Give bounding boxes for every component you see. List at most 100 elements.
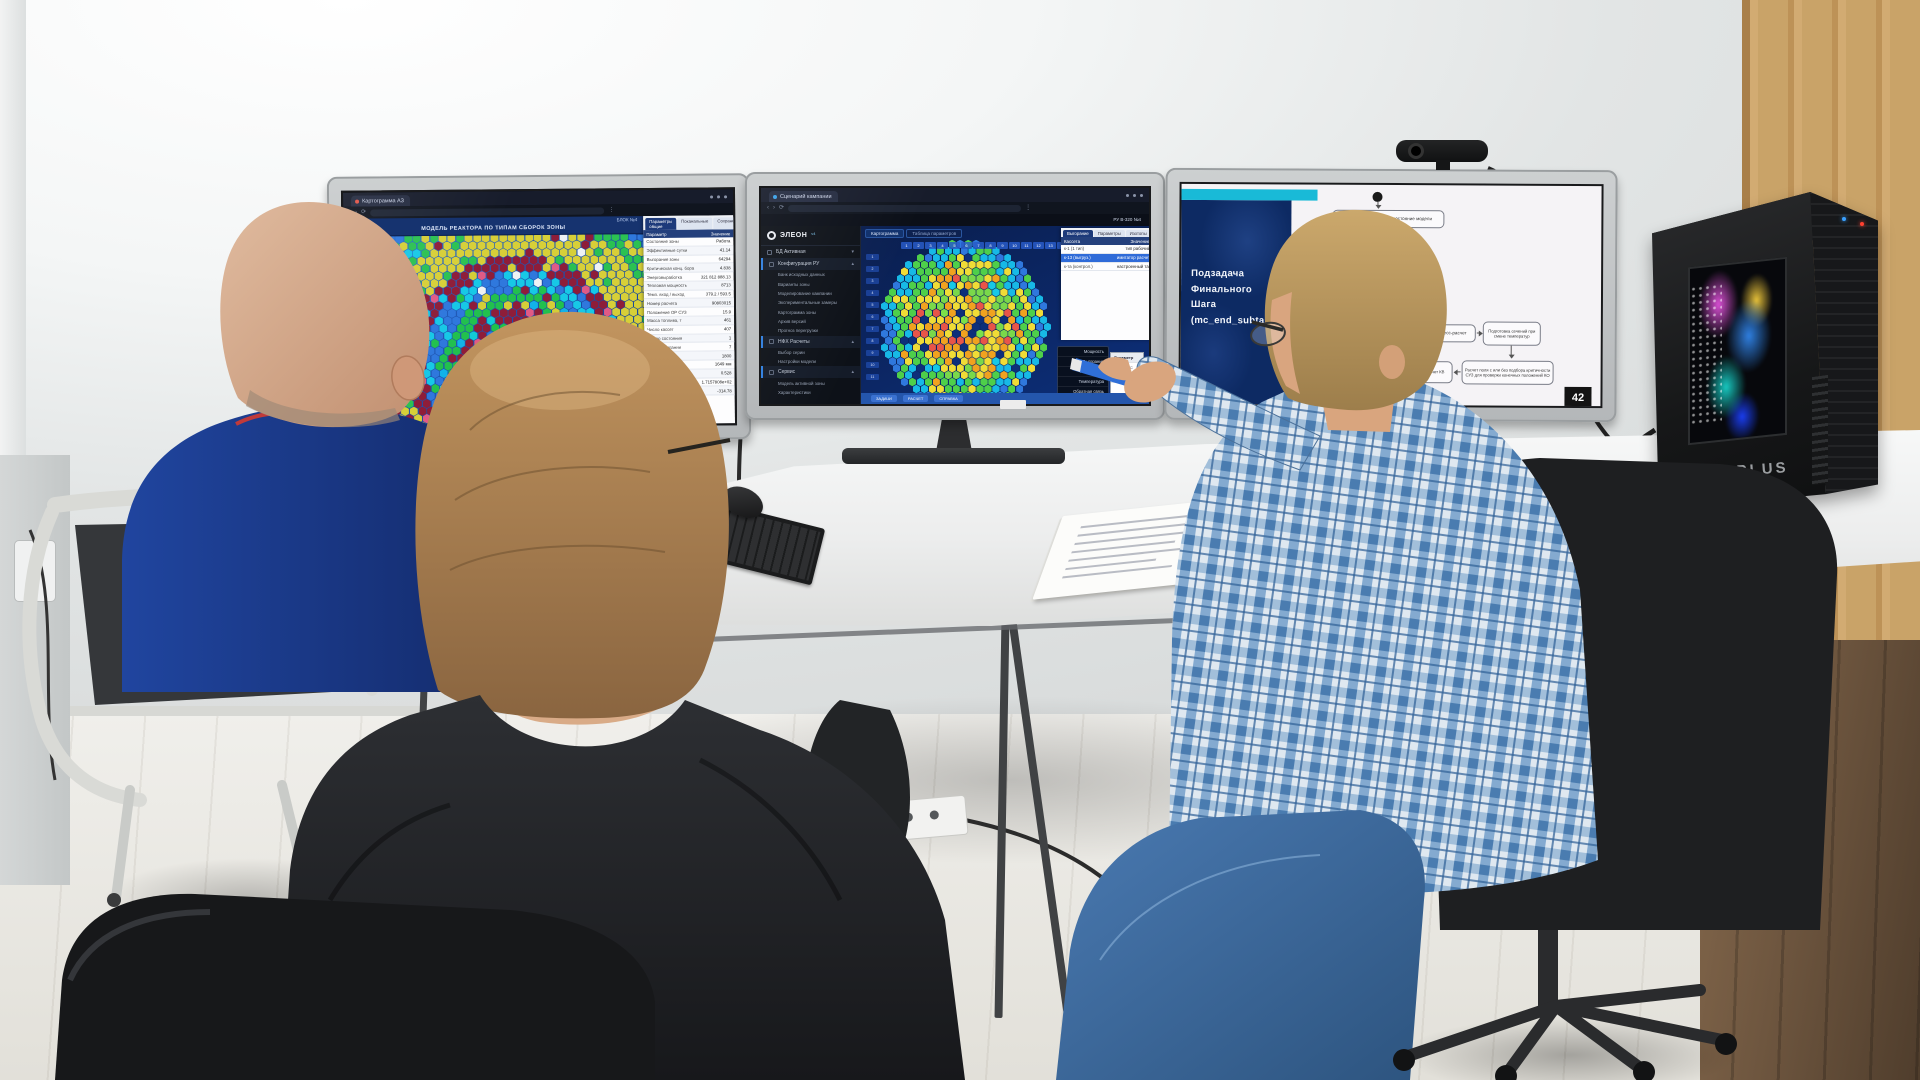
fuel-assembly-cell[interactable] <box>556 330 564 339</box>
fuel-assembly-cell[interactable] <box>940 295 948 304</box>
fuel-assembly-cell[interactable] <box>1000 370 1008 380</box>
fuel-assembly-cell[interactable] <box>478 241 486 250</box>
fuel-assembly-cell[interactable] <box>928 384 936 394</box>
fuel-assembly-cell[interactable] <box>344 295 352 304</box>
fuel-assembly-cell[interactable] <box>1012 295 1020 304</box>
fuel-assembly-cell[interactable] <box>578 368 586 377</box>
fuel-assembly-cell[interactable] <box>612 277 620 286</box>
fuel-assembly-cell[interactable] <box>539 345 547 354</box>
fuel-assembly-cell[interactable] <box>960 246 968 256</box>
fuel-assembly-cell[interactable] <box>344 355 352 364</box>
fuel-assembly-cell[interactable] <box>379 384 387 393</box>
fuel-assembly-cell[interactable] <box>992 357 1000 366</box>
fuel-assembly-cell[interactable] <box>988 253 996 263</box>
fuel-assembly-cell[interactable] <box>448 369 456 378</box>
fuel-assembly-cell[interactable] <box>413 339 421 348</box>
fuel-assembly-cell[interactable] <box>565 390 573 399</box>
fuel-assembly-cell[interactable] <box>488 406 496 415</box>
fuel-assembly-cell[interactable] <box>590 300 598 309</box>
fuel-assembly-cell[interactable] <box>417 241 425 250</box>
fuel-assembly-cell[interactable] <box>940 281 948 290</box>
fuel-assembly-cell[interactable] <box>988 336 996 345</box>
fuel-assembly-cell[interactable] <box>956 364 964 373</box>
panel-tab[interactable]: Параметры <box>1093 230 1125 237</box>
fuel-assembly-cell[interactable] <box>612 292 620 301</box>
fuel-assembly-cell[interactable] <box>630 352 638 361</box>
fuel-assembly-cell[interactable] <box>617 315 625 324</box>
fuel-assembly-cell[interactable] <box>401 407 409 416</box>
refresh-icon[interactable]: ⟳ <box>361 209 367 216</box>
fuel-assembly-cell[interactable] <box>483 368 491 377</box>
fuel-assembly-cell[interactable] <box>384 392 392 401</box>
fuel-assembly-cell[interactable] <box>370 294 378 303</box>
fuel-assembly-cell[interactable] <box>617 375 625 384</box>
fuel-assembly-cell[interactable] <box>984 274 992 283</box>
fuel-assembly-cell[interactable] <box>366 347 374 356</box>
fuel-assembly-cell[interactable] <box>607 240 615 249</box>
fuel-assembly-cell[interactable] <box>1012 377 1020 387</box>
fuel-assembly-cell[interactable] <box>948 322 956 332</box>
fuel-assembly-cell[interactable] <box>405 309 413 318</box>
fuel-assembly-cell[interactable] <box>383 332 391 341</box>
fuel-assembly-cell[interactable] <box>547 270 555 279</box>
fuel-assembly-cell[interactable] <box>422 264 430 273</box>
fuel-assembly-cell[interactable] <box>516 248 524 257</box>
fuel-assembly-cell[interactable] <box>435 346 443 355</box>
fuel-assembly-cell[interactable] <box>465 264 473 273</box>
fuel-assembly-cell[interactable] <box>391 272 399 281</box>
fuel-assembly-cell[interactable] <box>422 294 430 303</box>
fuel-assembly-cell[interactable] <box>392 377 400 386</box>
fuel-assembly-cell[interactable] <box>591 315 599 324</box>
fuel-assembly-cell[interactable] <box>574 405 582 414</box>
fuel-assembly-cell[interactable] <box>928 274 936 283</box>
fuel-assembly-cell[interactable] <box>944 246 952 256</box>
fuel-assembly-cell[interactable] <box>503 241 511 250</box>
fuel-assembly-cell[interactable] <box>936 370 944 380</box>
fuel-assembly-cell[interactable] <box>431 339 439 348</box>
fuel-assembly-cell[interactable] <box>968 370 976 380</box>
footer-button[interactable]: СПРАВКА <box>934 395 963 402</box>
fuel-assembly-cell[interactable] <box>604 352 612 361</box>
fuel-assembly-cell[interactable] <box>371 384 379 393</box>
fuel-assembly-cell[interactable] <box>908 364 916 373</box>
fuel-assembly-cell[interactable] <box>473 264 481 273</box>
fuel-assembly-cell[interactable] <box>936 384 944 394</box>
fuel-assembly-cell[interactable] <box>561 368 569 377</box>
fuel-assembly-cell[interactable] <box>599 285 607 294</box>
fuel-assembly-cell[interactable] <box>920 315 928 325</box>
fuel-assembly-cell[interactable] <box>505 376 513 385</box>
fuel-assembly-cell[interactable] <box>538 270 546 279</box>
fuel-assembly-cell[interactable] <box>621 322 629 331</box>
fuel-assembly-cell[interactable] <box>924 364 932 373</box>
fuel-assembly-cell[interactable] <box>513 331 521 340</box>
fuel-assembly-cell[interactable] <box>349 407 357 416</box>
fuel-assembly-cell[interactable] <box>404 279 412 288</box>
fuel-assembly-cell[interactable] <box>418 376 426 385</box>
fuel-assembly-cell[interactable] <box>492 383 500 392</box>
fuel-assembly-cell[interactable] <box>928 343 936 352</box>
fuel-assembly-cell[interactable] <box>521 301 529 310</box>
fuel-assembly-cell[interactable] <box>504 301 512 310</box>
fuel-assembly-cell[interactable] <box>461 286 469 295</box>
fuel-assembly-cell[interactable] <box>565 375 573 384</box>
fuel-assembly-cell[interactable] <box>344 325 352 334</box>
fuel-assembly-cell[interactable] <box>578 338 586 347</box>
fuel-assembly-cell[interactable] <box>443 271 451 280</box>
fuel-assembly-cell[interactable] <box>492 413 500 422</box>
fuel-assembly-cell[interactable] <box>378 264 386 273</box>
fuel-assembly-cell[interactable] <box>1012 336 1020 345</box>
fuel-assembly-cell[interactable] <box>423 384 431 393</box>
fuel-assembly-cell[interactable] <box>928 301 936 311</box>
fuel-assembly-cell[interactable] <box>569 323 577 332</box>
fuel-assembly-cell[interactable] <box>474 383 482 392</box>
back-icon[interactable]: ‹ <box>349 209 352 216</box>
fuel-assembly-cell[interactable] <box>556 360 564 369</box>
fuel-assembly-cell[interactable] <box>920 329 928 338</box>
fuel-assembly-cell[interactable] <box>469 316 477 325</box>
fuel-assembly-cell[interactable] <box>487 376 495 385</box>
fuel-assembly-cell[interactable] <box>397 399 405 408</box>
fuel-assembly-cell[interactable] <box>392 362 400 371</box>
fuel-assembly-cell[interactable] <box>478 316 486 325</box>
fuel-assembly-cell[interactable] <box>552 398 560 407</box>
fuel-assembly-cell[interactable] <box>992 260 1000 269</box>
